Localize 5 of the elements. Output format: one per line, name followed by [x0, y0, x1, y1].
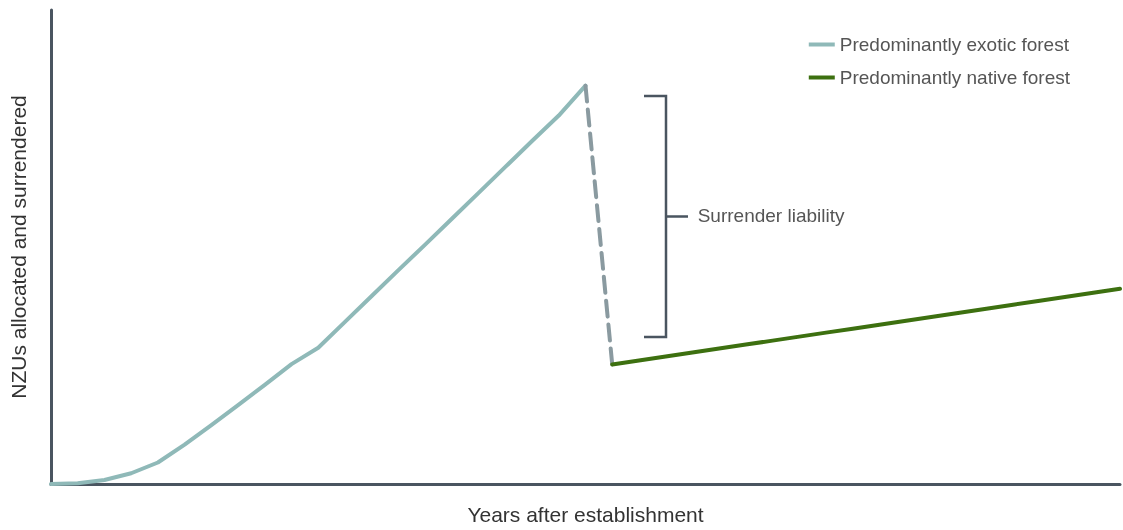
legend-label: Predominantly native forest — [839, 67, 1071, 88]
x-axis-title: Years after establishment — [467, 503, 704, 526]
y-axis-title: NZUs allocated and surrendered — [7, 95, 30, 399]
legend-label: Predominantly exotic forest — [839, 34, 1070, 55]
annotation: Surrender liability — [697, 205, 845, 228]
